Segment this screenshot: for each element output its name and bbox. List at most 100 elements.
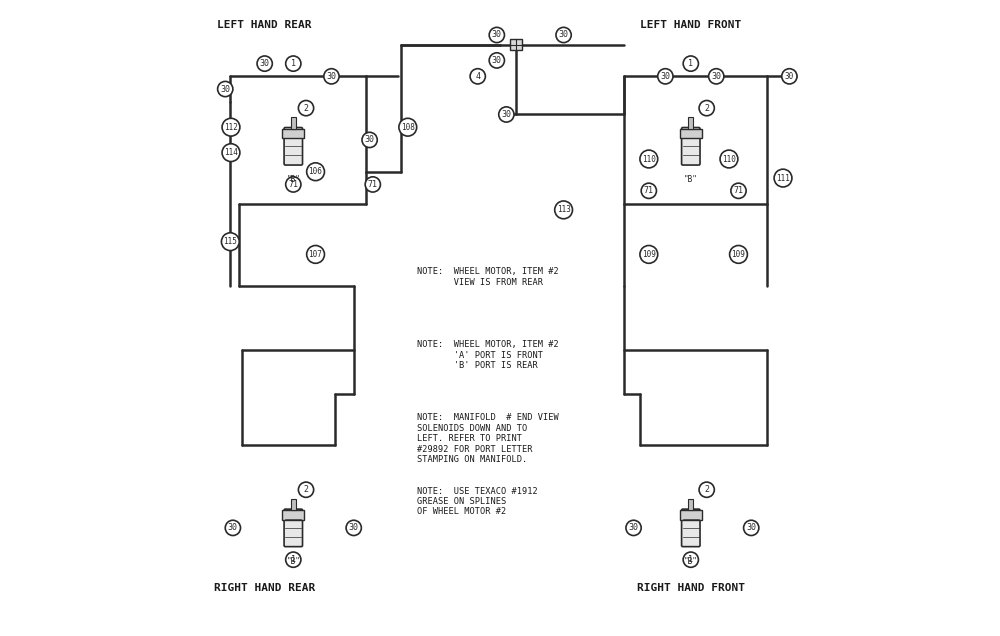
Bar bbox=[680, 510, 702, 520]
Text: 2: 2 bbox=[704, 104, 709, 113]
Text: 30: 30 bbox=[711, 72, 721, 81]
Circle shape bbox=[683, 56, 698, 71]
Text: 108: 108 bbox=[401, 123, 415, 132]
Text: NOTE:  WHEEL MOTOR, ITEM #2
       'A' PORT IS FRONT
       'B' PORT IS REAR: NOTE: WHEEL MOTOR, ITEM #2 'A' PORT IS F… bbox=[417, 340, 559, 370]
Bar bbox=[688, 499, 693, 510]
Circle shape bbox=[709, 69, 724, 84]
Text: 30: 30 bbox=[492, 56, 502, 65]
Text: 113: 113 bbox=[557, 205, 571, 214]
Text: 30: 30 bbox=[660, 72, 670, 81]
Text: 112: 112 bbox=[224, 123, 238, 132]
Circle shape bbox=[658, 69, 673, 84]
Circle shape bbox=[782, 69, 797, 84]
Circle shape bbox=[286, 552, 301, 567]
Text: 30: 30 bbox=[746, 523, 756, 532]
Text: 1: 1 bbox=[291, 59, 296, 68]
Circle shape bbox=[298, 482, 314, 497]
Text: 1: 1 bbox=[688, 59, 693, 68]
FancyBboxPatch shape bbox=[284, 509, 303, 546]
Text: 71: 71 bbox=[734, 186, 744, 195]
Text: 30: 30 bbox=[326, 72, 336, 81]
Text: 1: 1 bbox=[291, 555, 296, 564]
Text: 115: 115 bbox=[223, 237, 237, 246]
Text: 30: 30 bbox=[260, 59, 270, 68]
Text: 2: 2 bbox=[704, 485, 709, 494]
Circle shape bbox=[640, 150, 658, 168]
Text: 106: 106 bbox=[309, 167, 322, 176]
Text: 30: 30 bbox=[559, 31, 569, 39]
Circle shape bbox=[221, 233, 239, 251]
Text: 4: 4 bbox=[475, 72, 480, 81]
Circle shape bbox=[222, 118, 240, 136]
Text: 114: 114 bbox=[224, 148, 238, 157]
Circle shape bbox=[307, 163, 324, 181]
Text: 30: 30 bbox=[365, 135, 375, 144]
Bar bbox=[680, 128, 702, 139]
Text: 110: 110 bbox=[642, 155, 656, 163]
Circle shape bbox=[307, 245, 324, 263]
Text: 109: 109 bbox=[642, 250, 656, 259]
Text: 30: 30 bbox=[492, 31, 502, 39]
Circle shape bbox=[286, 177, 301, 192]
Bar bbox=[282, 510, 304, 520]
Text: "B": "B" bbox=[684, 175, 698, 184]
Text: 71: 71 bbox=[288, 180, 298, 189]
Circle shape bbox=[346, 520, 361, 536]
Circle shape bbox=[641, 183, 656, 198]
Bar bbox=[510, 39, 522, 50]
Circle shape bbox=[774, 169, 792, 187]
Bar bbox=[291, 117, 296, 128]
Text: 30: 30 bbox=[501, 110, 511, 119]
FancyBboxPatch shape bbox=[682, 127, 700, 165]
Circle shape bbox=[626, 520, 641, 536]
Text: "B": "B" bbox=[286, 557, 300, 566]
Text: 2: 2 bbox=[304, 485, 309, 494]
Bar bbox=[291, 499, 296, 510]
Text: 30: 30 bbox=[629, 523, 639, 532]
Text: 30: 30 bbox=[220, 85, 230, 93]
Text: NOTE:  MANIFOLD  # END VIEW
SOLENOIDS DOWN AND TO
LEFT. REFER TO PRINT
#29892 FO: NOTE: MANIFOLD # END VIEW SOLENOIDS DOWN… bbox=[417, 413, 559, 464]
Text: 30: 30 bbox=[349, 523, 359, 532]
Text: 71: 71 bbox=[368, 180, 378, 189]
Circle shape bbox=[225, 520, 241, 536]
Circle shape bbox=[489, 53, 504, 68]
Circle shape bbox=[683, 552, 698, 567]
Text: "B": "B" bbox=[684, 557, 698, 566]
Circle shape bbox=[470, 69, 485, 84]
Circle shape bbox=[399, 118, 417, 136]
Text: 71: 71 bbox=[644, 186, 654, 195]
Circle shape bbox=[298, 100, 314, 116]
Text: NOTE:  WHEEL MOTOR, ITEM #2
       VIEW IS FROM REAR: NOTE: WHEEL MOTOR, ITEM #2 VIEW IS FROM … bbox=[417, 267, 559, 287]
Text: 2: 2 bbox=[304, 104, 309, 113]
Circle shape bbox=[744, 520, 759, 536]
Circle shape bbox=[699, 100, 714, 116]
Circle shape bbox=[222, 144, 240, 162]
Text: 111: 111 bbox=[776, 174, 790, 183]
Circle shape bbox=[555, 201, 573, 219]
Circle shape bbox=[362, 132, 377, 148]
Text: 30: 30 bbox=[228, 523, 238, 532]
Circle shape bbox=[720, 150, 738, 168]
Text: RIGHT HAND REAR: RIGHT HAND REAR bbox=[214, 583, 315, 593]
Circle shape bbox=[489, 27, 504, 43]
Text: 1: 1 bbox=[688, 555, 693, 564]
Circle shape bbox=[556, 27, 571, 43]
FancyBboxPatch shape bbox=[284, 127, 303, 165]
Text: RIGHT HAND FRONT: RIGHT HAND FRONT bbox=[637, 583, 745, 593]
Text: LEFT HAND FRONT: LEFT HAND FRONT bbox=[640, 20, 741, 31]
Text: LEFT HAND REAR: LEFT HAND REAR bbox=[217, 20, 312, 31]
Circle shape bbox=[731, 183, 746, 198]
Circle shape bbox=[286, 56, 301, 71]
Text: 110: 110 bbox=[722, 155, 736, 163]
Circle shape bbox=[365, 177, 380, 192]
Circle shape bbox=[499, 107, 514, 122]
Circle shape bbox=[218, 81, 233, 97]
Circle shape bbox=[324, 69, 339, 84]
Bar bbox=[282, 128, 304, 139]
FancyBboxPatch shape bbox=[682, 509, 700, 546]
Text: 107: 107 bbox=[309, 250, 322, 259]
Text: "B": "B" bbox=[286, 175, 300, 184]
Circle shape bbox=[699, 482, 714, 497]
Circle shape bbox=[257, 56, 272, 71]
Text: 30: 30 bbox=[785, 72, 794, 81]
